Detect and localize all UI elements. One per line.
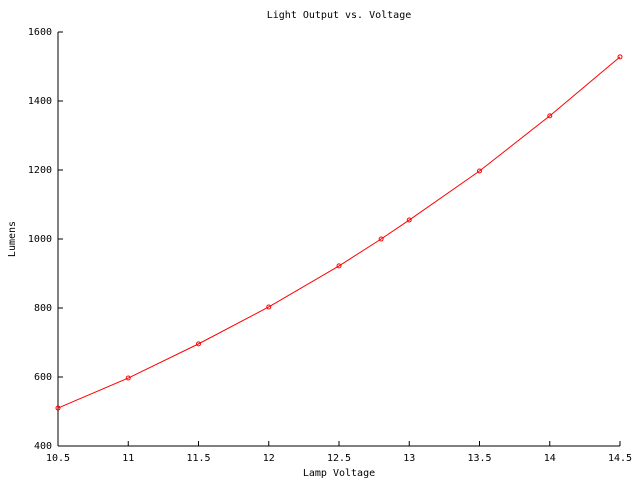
data-point bbox=[266, 304, 272, 310]
data-line bbox=[57, 56, 621, 409]
x-tick-label: 11.5 bbox=[186, 453, 210, 464]
x-tick-label: 11 bbox=[122, 453, 134, 464]
y-tick-label: 600 bbox=[34, 372, 52, 383]
x-tick-label: 14.5 bbox=[608, 453, 632, 464]
y-tick-label: 1000 bbox=[28, 234, 52, 245]
x-tick-label: 12 bbox=[263, 453, 275, 464]
x-tick-label: 13 bbox=[403, 453, 415, 464]
data-point bbox=[378, 236, 384, 242]
data-point bbox=[125, 375, 131, 381]
x-axis-label: Lamp Voltage bbox=[303, 468, 375, 479]
y-tick-label: 1400 bbox=[28, 96, 52, 107]
data-point bbox=[406, 217, 412, 223]
chart-title: Light Output vs. Voltage bbox=[267, 10, 412, 21]
y-tick-label: 1200 bbox=[28, 165, 52, 176]
data-point bbox=[196, 341, 201, 347]
y-tick-label: 400 bbox=[34, 441, 52, 452]
data-point bbox=[55, 405, 61, 411]
x-tick-label: 13.5 bbox=[467, 453, 491, 464]
y-axis-label: Lumens bbox=[7, 221, 18, 257]
y-tick-label: 1600 bbox=[28, 27, 52, 38]
data-point bbox=[547, 113, 553, 119]
x-tick-label: 14 bbox=[544, 453, 556, 464]
data-point bbox=[477, 168, 482, 174]
y-tick-label: 800 bbox=[34, 303, 52, 314]
x-tick-label: 10.5 bbox=[46, 453, 70, 464]
x-tick-label: 12.5 bbox=[327, 453, 351, 464]
data-point bbox=[617, 54, 623, 60]
data-point bbox=[336, 263, 342, 269]
